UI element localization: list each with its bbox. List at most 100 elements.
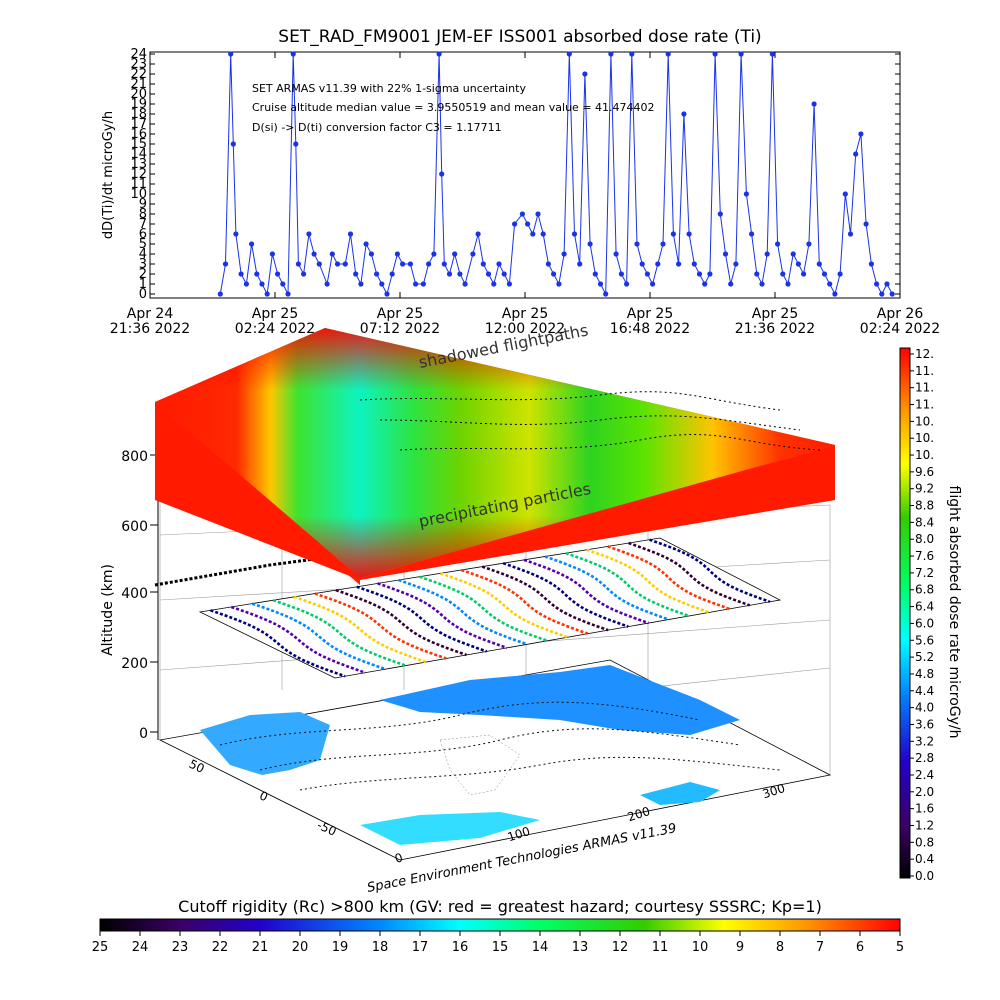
data-point: [530, 231, 536, 237]
data-point: [832, 291, 838, 297]
colorbar-tick-label: 16: [452, 940, 469, 955]
data-point: [347, 231, 354, 237]
data-point: [506, 281, 512, 287]
y-tick-label: 0: [139, 287, 147, 302]
data-point: [722, 251, 729, 257]
x-tick-label-date: Apr 26: [877, 306, 924, 322]
flight-track: [314, 592, 447, 660]
flight-track: [649, 538, 771, 604]
data-point: [853, 151, 859, 157]
data-point: [230, 141, 236, 147]
y-tick-label: 6: [139, 227, 147, 242]
data-point: [629, 51, 635, 57]
data-point: [496, 261, 502, 267]
y-tick-label: 12: [130, 167, 147, 182]
data-point: [457, 271, 463, 277]
colorbar-tick-label: 11.: [915, 381, 934, 395]
colorbar-tick-label: 6.4: [915, 600, 934, 614]
colorbar-tick-label: 10.: [915, 448, 934, 462]
data-point: [441, 261, 447, 267]
lon-tick: 300: [761, 781, 787, 801]
colorbar-tick-label: 8.8: [915, 499, 934, 513]
altitude-tick: 200: [121, 656, 148, 672]
data-point: [665, 51, 671, 57]
data-point: [480, 261, 486, 267]
data-point: [501, 271, 507, 277]
data-point: [551, 271, 557, 277]
data-point: [420, 281, 426, 287]
data-point: [293, 141, 299, 147]
data-point: [571, 231, 578, 237]
data-point: [717, 211, 723, 217]
dose-rate-series: [217, 51, 895, 297]
data-point: [254, 271, 260, 277]
colorbar-tick-label: 10: [692, 940, 709, 955]
data-point: [452, 251, 458, 257]
colorbar-tick-label: 2.4: [915, 768, 934, 782]
data-point: [358, 281, 364, 287]
y-tick-label: 20: [130, 87, 147, 102]
x-tick-label-time: 02:24 2022: [235, 321, 315, 337]
flight-track: [419, 575, 548, 643]
lon-tick: 100: [506, 824, 532, 844]
data-point: [707, 271, 713, 277]
dose-rate-colorbar-gradient: [899, 347, 911, 879]
data-point: [613, 251, 619, 257]
landmass-antarctica: [360, 812, 540, 845]
data-point: [603, 291, 609, 297]
data-point: [233, 231, 239, 237]
data-point: [837, 271, 843, 277]
flight-track: [398, 578, 528, 646]
cutoff-rigidity-colorbar-gradient: [99, 918, 901, 932]
flight-track: [481, 565, 609, 632]
y-tick-label: 1: [139, 277, 147, 292]
data-point: [681, 111, 687, 117]
colorbar-tick-label: 13: [572, 940, 589, 955]
colorbar-tick-label: 11.: [915, 364, 934, 378]
data-point: [384, 291, 390, 297]
flight-track: [565, 551, 690, 618]
colorbar-tick-label: 1.2: [915, 818, 934, 832]
data-point: [759, 281, 765, 287]
data-point: [400, 261, 406, 267]
colorbar-tick-label: 7.6: [915, 549, 934, 563]
y-tick-label: 13: [130, 157, 147, 172]
data-point: [634, 241, 640, 247]
altitude-axis: 800 600 400 200 0 Altitude (km): [100, 449, 159, 742]
annotation-armas-version: SET ARMAS v11.39 with 22% 1-sigma uncert…: [252, 82, 526, 95]
colorbar-tick-label: 15: [492, 940, 509, 955]
data-point: [592, 271, 598, 277]
altitude-3d-plot: 800 600 400 200 0 Altitude (km) 100 200 …: [100, 320, 835, 896]
data-point: [785, 281, 791, 287]
colorbar-tick-label: 17: [412, 940, 429, 955]
colorbar-tick-label: 22: [212, 940, 229, 955]
y-tick-label: 9: [139, 197, 147, 212]
data-point: [511, 221, 518, 227]
data-point: [306, 231, 312, 237]
slab-tracks: [359, 391, 821, 451]
colorbar-tick-label: 9.2: [915, 482, 934, 496]
x-tick-label-time: 12:00 2022: [485, 321, 565, 337]
data-point: [795, 261, 802, 267]
data-point: [660, 241, 666, 247]
colorbar-tick-label: 10.: [915, 431, 934, 445]
data-point: [470, 251, 476, 257]
data-point: [275, 271, 281, 277]
data-point: [334, 261, 341, 267]
data-point: [749, 231, 755, 237]
x-tick-label-date: Apr 24: [127, 306, 174, 322]
data-point: [259, 281, 265, 287]
data-point: [821, 271, 828, 277]
colorbar-tick-label: 3.6: [915, 717, 934, 731]
data-point: [301, 271, 307, 277]
data-point: [847, 231, 854, 237]
data-point: [696, 271, 703, 277]
colorbar-tick-label: 21: [252, 940, 269, 955]
data-point: [439, 171, 445, 177]
y-tick-label: 19: [130, 97, 147, 112]
flight-track: [544, 555, 670, 621]
flight-track: [377, 582, 508, 650]
y-tick-label: 23: [130, 57, 147, 72]
colorbar-tick-label: 10.: [915, 414, 934, 428]
data-point: [889, 291, 895, 297]
